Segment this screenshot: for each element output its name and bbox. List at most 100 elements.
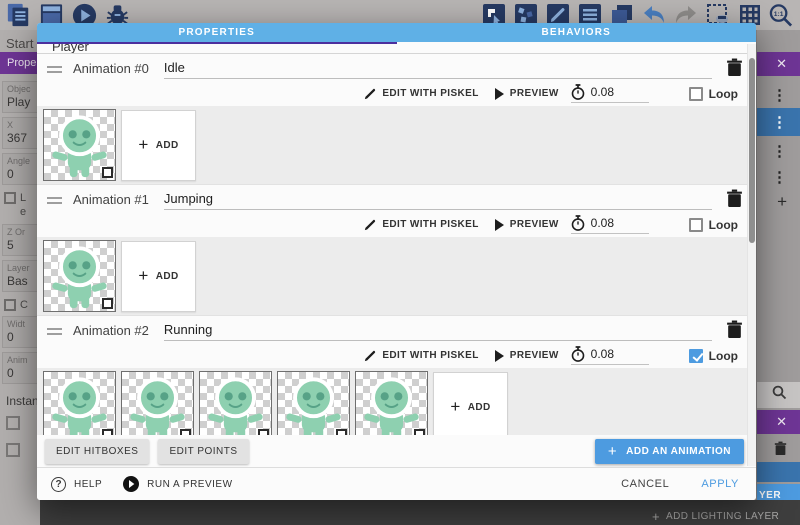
property-field[interactable]: Objec Play (2, 81, 38, 113)
field-value[interactable]: 5 (7, 237, 14, 252)
run-a-preview-button[interactable]: RUN A PREVIEW (147, 478, 233, 490)
layers-icon[interactable] (609, 3, 634, 28)
dialog-scrollbar[interactable] (747, 44, 756, 466)
property-field[interactable]: Widt 0 (2, 316, 38, 349)
frame-select-checkbox[interactable] (102, 167, 113, 178)
checkbox-box[interactable] (4, 298, 16, 311)
animation-frame-thumbnail[interactable] (199, 371, 272, 435)
preview-play-icon[interactable] (72, 3, 97, 28)
loop-checkbox[interactable]: Loop (688, 348, 738, 363)
close-icon[interactable]: ✕ (776, 56, 787, 71)
add-frame-button[interactable]: + ADD (433, 371, 508, 435)
run-preview-icon[interactable] (123, 476, 140, 492)
animation-frame-thumbnail[interactable] (43, 109, 116, 181)
layer-row[interactable]: ⋮ (757, 164, 800, 190)
property-field[interactable]: Layer Bas (2, 259, 38, 292)
field-value[interactable]: Play (7, 95, 31, 109)
animation-name-input[interactable]: Jumping (163, 191, 712, 210)
animation-name-input[interactable]: Idle (163, 60, 712, 79)
add-object-icon[interactable] (481, 3, 506, 28)
loop-checkbox[interactable]: Loop (688, 217, 738, 232)
help-icon[interactable]: ? (51, 476, 66, 492)
layer-row-selected[interactable]: ⋮ (757, 108, 800, 136)
animation-name-input[interactable]: Running (163, 322, 712, 341)
edit-points-button[interactable]: EDIT POINTS (158, 439, 249, 464)
blue-row[interactable] (757, 462, 800, 482)
field-value[interactable]: 0 (7, 330, 14, 345)
scene-tab[interactable]: Start S (6, 36, 40, 51)
search-icon[interactable] (772, 385, 787, 405)
layer-row[interactable]: ⋮ (757, 82, 800, 108)
property-field[interactable]: Angle 0 (2, 153, 38, 185)
events-sheet-icon[interactable] (577, 3, 602, 28)
delete-animation-icon[interactable] (726, 58, 743, 77)
property-field[interactable]: Anim 0 (2, 352, 38, 385)
particles-icon[interactable] (513, 3, 538, 28)
frame-select-checkbox[interactable] (102, 429, 113, 435)
open-window-icon[interactable] (39, 3, 64, 28)
loop-checkbox[interactable]: Loop (688, 86, 738, 101)
field-value[interactable]: 0 (7, 366, 14, 381)
preview-button[interactable]: PREVIEW (494, 218, 559, 231)
frame-select-checkbox[interactable] (336, 429, 347, 435)
help-button[interactable]: HELP (74, 478, 103, 490)
animation-frame-thumbnail[interactable] (121, 371, 194, 435)
tab-properties[interactable]: PROPERTIES (178, 27, 255, 38)
animation-frame-thumbnail[interactable] (277, 371, 350, 435)
object-name-field[interactable]: Player (37, 44, 756, 54)
property-field[interactable]: X 367 (2, 117, 38, 149)
add-lighting-layer-button[interactable]: + ADD LIGHTING LAYER (652, 509, 780, 524)
animation-frame-thumbnail[interactable] (43, 371, 116, 435)
delete-animation-icon[interactable] (726, 320, 743, 339)
instances-icon[interactable] (6, 443, 20, 458)
layer-row[interactable]: ⋮ (757, 138, 800, 164)
drag-handle-icon[interactable] (47, 197, 62, 204)
time-between-frames-field[interactable]: 0.08 (570, 215, 649, 234)
field-value[interactable]: 0 (7, 167, 14, 181)
edit-with-piskel-button[interactable]: EDIT WITH PISKEL (364, 219, 478, 231)
kebab-menu-icon[interactable]: ⋮ (772, 114, 787, 131)
frame-select-checkbox[interactable] (102, 298, 113, 309)
edit-scene-icon[interactable] (545, 3, 570, 28)
property-checkbox[interactable]: L e (4, 192, 38, 220)
kebab-menu-icon[interactable]: ⋮ (772, 169, 787, 186)
frame-select-checkbox[interactable] (258, 429, 269, 435)
tab-behaviors[interactable]: BEHAVIORS (541, 27, 611, 38)
animation-frame-thumbnail[interactable] (43, 240, 116, 312)
instances-icon[interactable] (6, 416, 20, 431)
delete-layer-row[interactable] (757, 436, 800, 460)
kebab-menu-icon[interactable]: ⋮ (772, 143, 787, 160)
redo-icon[interactable] (673, 3, 698, 28)
edit-hitboxes-button[interactable]: EDIT HITBOXES (45, 439, 150, 464)
checkbox-box[interactable] (688, 348, 703, 363)
add-layer-plus-icon[interactable]: + (777, 192, 787, 211)
zoom-1-1-icon[interactable]: 1:1 (769, 3, 794, 28)
checkbox-box[interactable] (688, 217, 703, 232)
edit-with-piskel-button[interactable]: EDIT WITH PISKEL (364, 88, 478, 100)
checkbox-box[interactable] (4, 192, 16, 204)
drag-handle-icon[interactable] (47, 66, 62, 73)
project-manager-icon[interactable] (6, 3, 31, 28)
field-value[interactable]: 367 (7, 131, 28, 145)
delete-animation-icon[interactable] (726, 189, 743, 208)
add-animation-button[interactable]: + ADD AN ANIMATION (594, 439, 744, 464)
time-between-frames-field[interactable]: 0.08 (570, 346, 649, 365)
scrollbar-thumb[interactable] (749, 58, 755, 243)
edit-with-piskel-button[interactable]: EDIT WITH PISKEL (364, 350, 478, 362)
add-frame-button[interactable]: + ADD (121, 109, 196, 181)
property-checkbox[interactable]: C (4, 298, 38, 313)
time-between-frames-field[interactable]: 0.08 (570, 84, 649, 103)
debug-icon[interactable] (105, 3, 130, 28)
add-frame-button[interactable]: + ADD (121, 240, 196, 312)
kebab-menu-icon[interactable]: ⋮ (772, 87, 787, 104)
apply-button[interactable]: APPLY (701, 478, 739, 490)
frame-select-checkbox[interactable] (414, 429, 425, 435)
undo-icon[interactable] (641, 3, 666, 28)
property-field[interactable]: Z Or 5 (2, 223, 38, 256)
cancel-button[interactable]: CANCEL (621, 478, 670, 490)
preview-button[interactable]: PREVIEW (494, 87, 559, 100)
checkbox-box[interactable] (688, 86, 703, 101)
frame-select-checkbox[interactable] (180, 429, 191, 435)
field-value[interactable]: Bas (7, 273, 28, 288)
preview-button[interactable]: PREVIEW (494, 349, 559, 362)
